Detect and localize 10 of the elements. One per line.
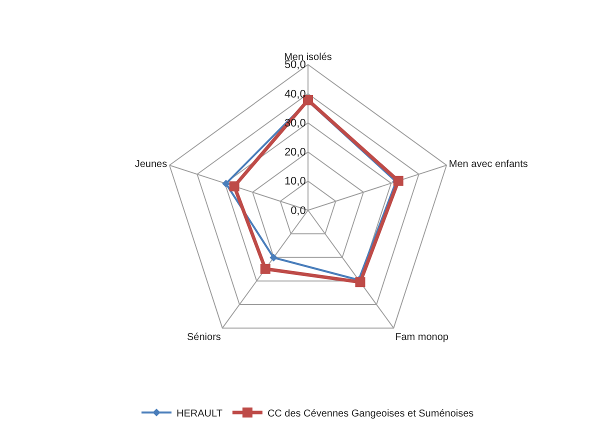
y-tick-label: 20,0 bbox=[284, 146, 306, 159]
spoke-label: Fam monop bbox=[395, 332, 449, 344]
y-tick-label: 0,0 bbox=[290, 204, 306, 217]
legend-label: HERAULT bbox=[176, 408, 222, 420]
spoke-label: Jeunes bbox=[134, 159, 168, 170]
spoke-label: Men avec enfants bbox=[448, 159, 528, 170]
spoke-label: Séniors bbox=[187, 332, 221, 344]
y-tick-label: 10,0 bbox=[284, 176, 306, 188]
y-tick-label: 40,0 bbox=[284, 88, 306, 100]
legend-label: CC des Cévennes Gangeoises et Suménoises bbox=[267, 408, 474, 420]
